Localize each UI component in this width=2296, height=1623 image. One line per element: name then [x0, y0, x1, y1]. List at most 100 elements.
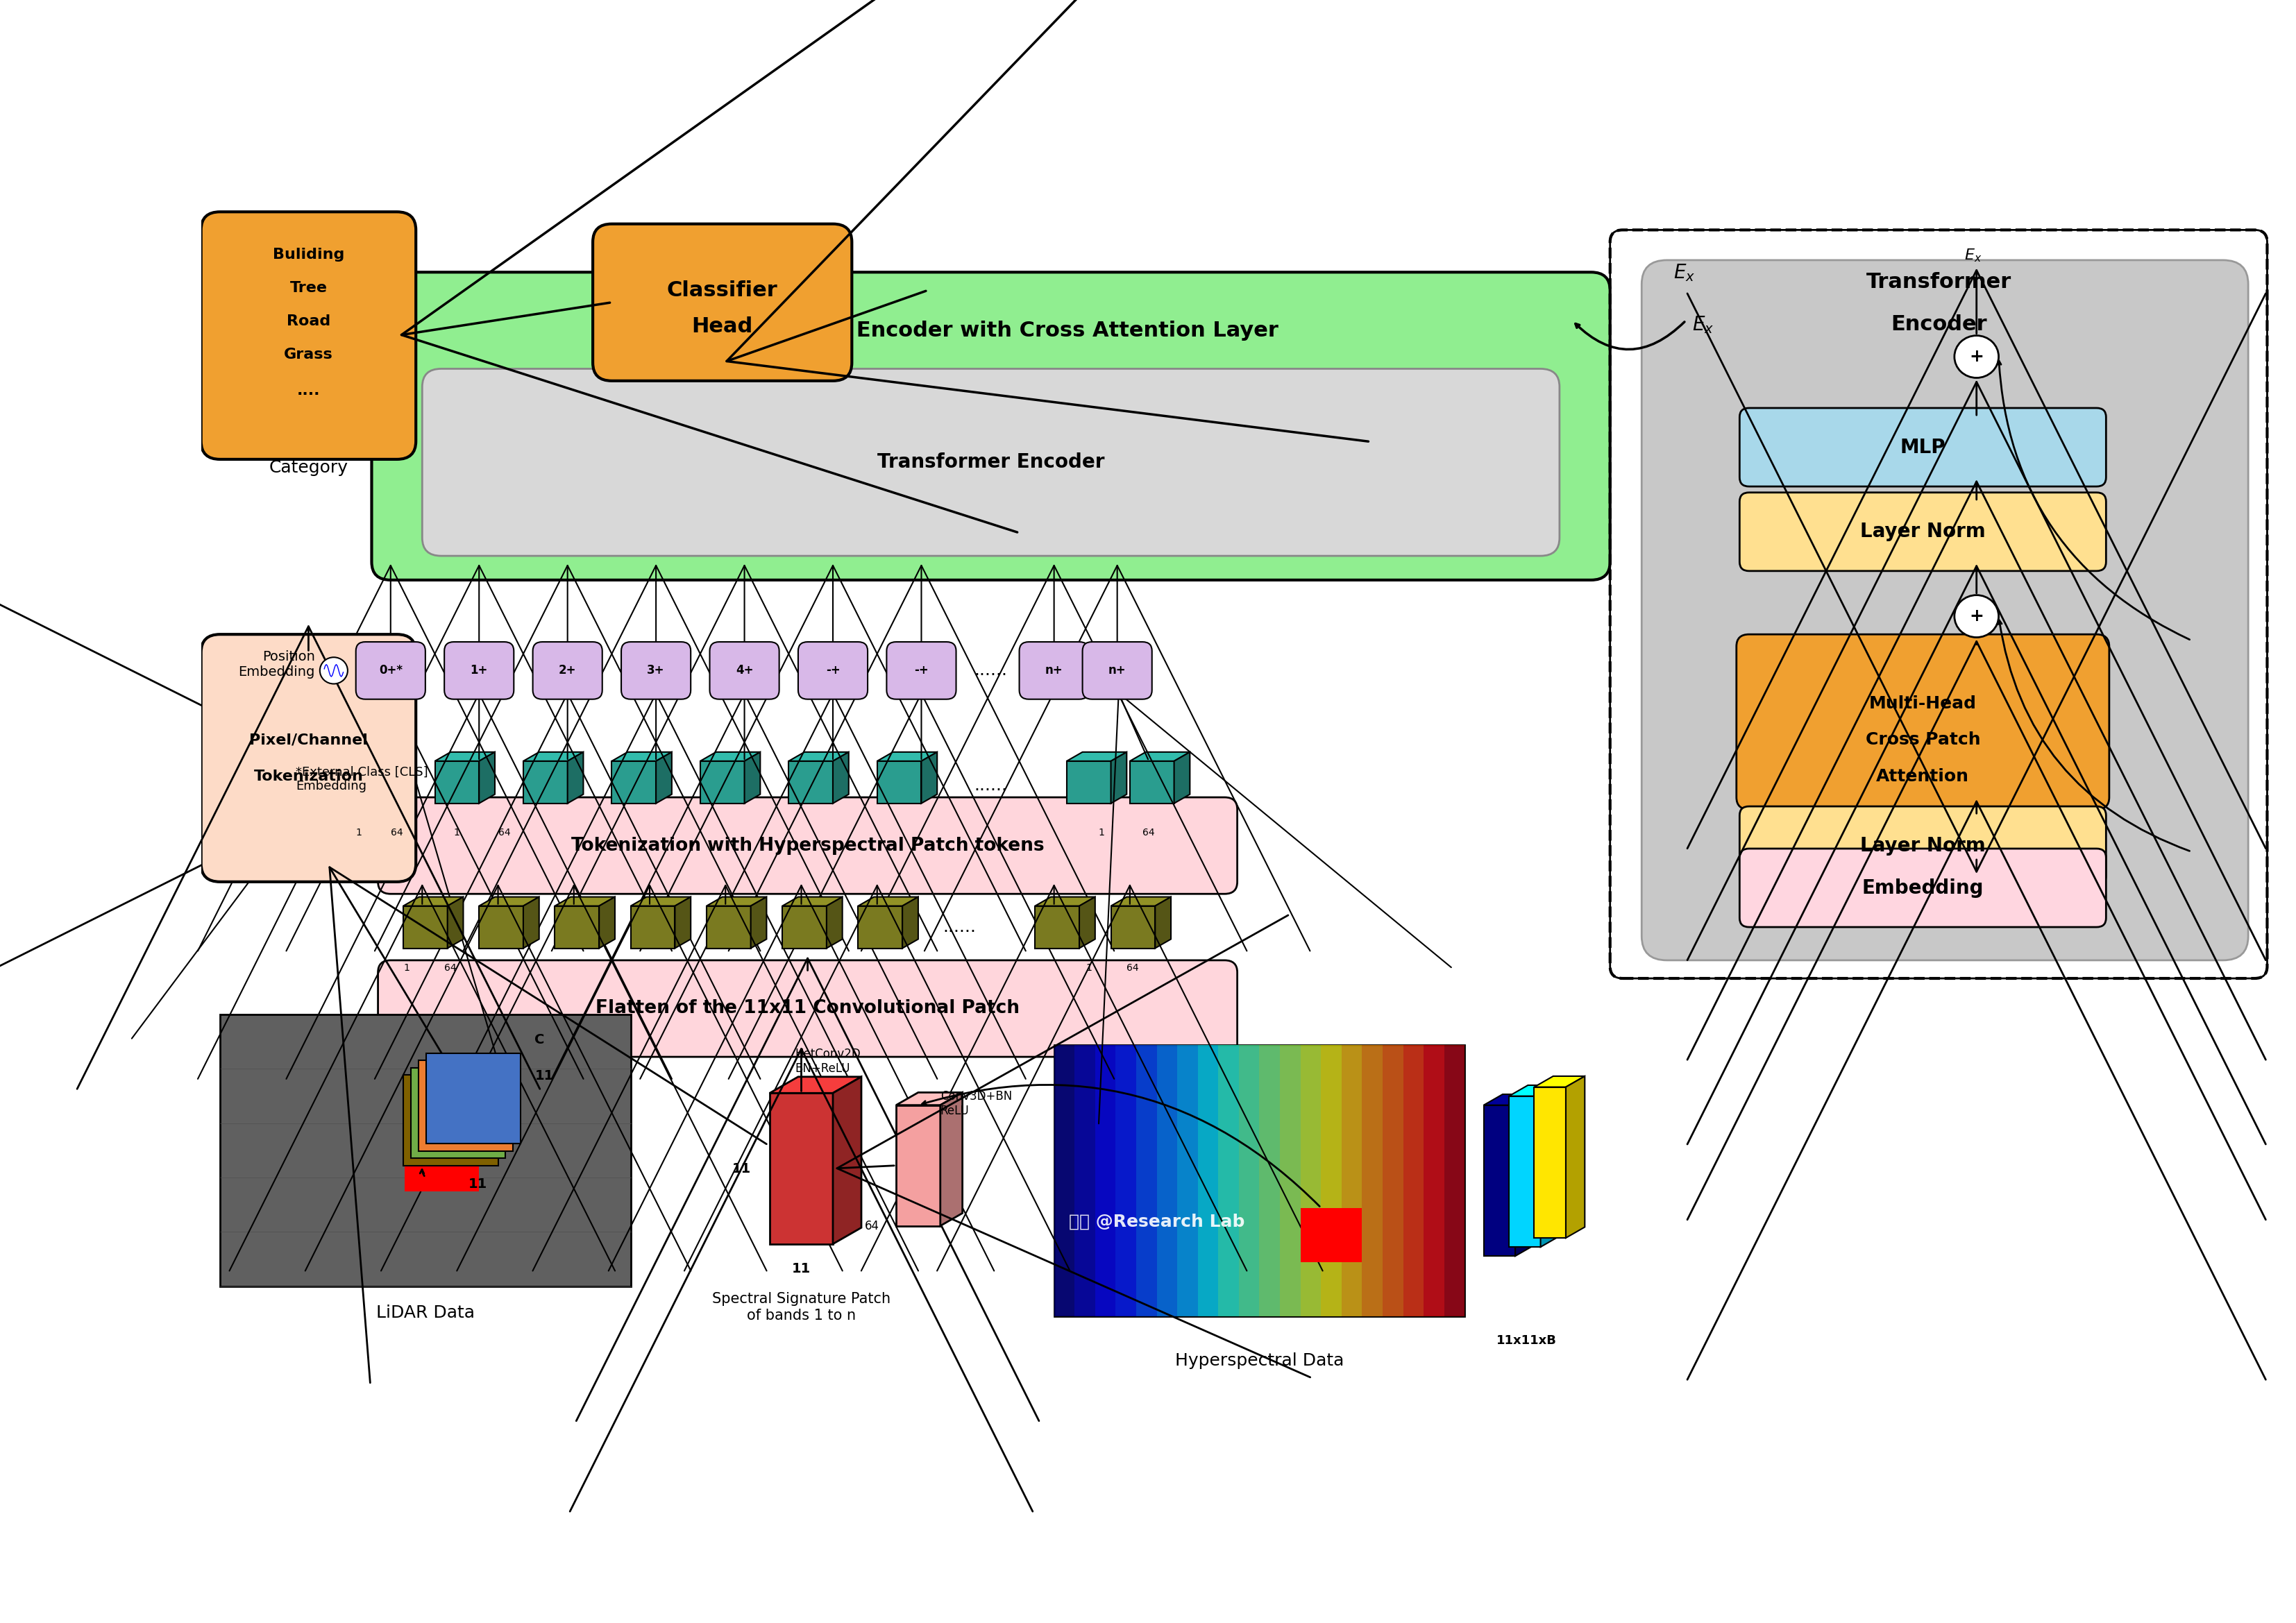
Polygon shape — [523, 761, 567, 803]
Text: -+: -+ — [914, 664, 928, 677]
Text: $E_x$: $E_x$ — [1692, 315, 1713, 334]
FancyBboxPatch shape — [1740, 849, 2105, 927]
Polygon shape — [480, 898, 540, 906]
FancyBboxPatch shape — [1320, 1045, 1341, 1316]
Text: Position
Embedding: Position Embedding — [239, 651, 315, 678]
Polygon shape — [859, 898, 918, 906]
Text: 2+: 2+ — [558, 664, 576, 677]
Polygon shape — [902, 898, 918, 948]
Polygon shape — [1508, 1086, 1559, 1096]
FancyBboxPatch shape — [422, 368, 1559, 555]
Text: Spectral Signature Patch
of bands 1 to n: Spectral Signature Patch of bands 1 to n — [712, 1292, 891, 1323]
Polygon shape — [434, 751, 496, 761]
Text: 64: 64 — [445, 964, 457, 974]
Polygon shape — [827, 898, 843, 948]
FancyBboxPatch shape — [1219, 1045, 1240, 1316]
Polygon shape — [877, 751, 937, 761]
FancyBboxPatch shape — [622, 641, 691, 700]
Text: Hyperspectral Data: Hyperspectral Data — [1176, 1352, 1343, 1370]
Polygon shape — [1111, 898, 1171, 906]
Text: 知乎 @Research Lab: 知乎 @Research Lab — [1068, 1212, 1244, 1230]
Text: 4+: 4+ — [735, 664, 753, 677]
FancyBboxPatch shape — [1736, 635, 2110, 810]
Polygon shape — [1566, 1076, 1584, 1238]
Text: Flatten of the 11x11 Convolutional Patch: Flatten of the 11x11 Convolutional Patch — [595, 1000, 1019, 1018]
FancyBboxPatch shape — [379, 961, 1238, 1057]
Polygon shape — [404, 898, 464, 906]
Circle shape — [1954, 596, 1998, 638]
Text: HetConv2D
BN+ReLU: HetConv2D BN+ReLU — [794, 1048, 861, 1074]
Polygon shape — [480, 751, 496, 803]
Polygon shape — [769, 1076, 861, 1092]
FancyBboxPatch shape — [1019, 641, 1088, 700]
FancyBboxPatch shape — [1609, 230, 2266, 979]
Polygon shape — [434, 761, 480, 803]
Polygon shape — [1508, 1096, 1541, 1246]
Text: Attention: Attention — [1876, 768, 1970, 784]
Polygon shape — [833, 751, 850, 803]
FancyBboxPatch shape — [379, 797, 1238, 894]
FancyBboxPatch shape — [418, 1060, 514, 1151]
Polygon shape — [788, 761, 833, 803]
Polygon shape — [1155, 898, 1171, 948]
Polygon shape — [769, 1092, 833, 1243]
FancyBboxPatch shape — [1300, 1045, 1320, 1316]
FancyBboxPatch shape — [372, 273, 1609, 579]
Text: ....: .... — [296, 385, 319, 398]
Text: 64: 64 — [1127, 964, 1139, 974]
Text: Multi-Head: Multi-Head — [1869, 695, 1977, 712]
Polygon shape — [599, 898, 615, 948]
Text: 11x11xB: 11x11xB — [1497, 1334, 1557, 1347]
Polygon shape — [707, 898, 767, 906]
FancyBboxPatch shape — [1178, 1045, 1199, 1316]
FancyBboxPatch shape — [1116, 1045, 1137, 1316]
Polygon shape — [1130, 751, 1189, 761]
Polygon shape — [859, 906, 902, 948]
Text: Transformer: Transformer — [1867, 273, 2011, 292]
Text: 11: 11 — [535, 1070, 553, 1083]
Polygon shape — [1068, 761, 1111, 803]
Text: -+: -+ — [827, 664, 840, 677]
Text: Road: Road — [287, 315, 331, 328]
Polygon shape — [751, 898, 767, 948]
FancyBboxPatch shape — [1341, 1045, 1362, 1316]
Polygon shape — [1068, 751, 1127, 761]
Polygon shape — [1534, 1087, 1566, 1238]
Text: n+: n+ — [1109, 664, 1125, 677]
Polygon shape — [1035, 898, 1095, 906]
Polygon shape — [1515, 1094, 1534, 1256]
FancyBboxPatch shape — [1382, 1045, 1403, 1316]
Polygon shape — [1111, 906, 1155, 948]
Text: $E_x$: $E_x$ — [1963, 248, 1981, 265]
Text: Buliding: Buliding — [273, 248, 344, 261]
Polygon shape — [358, 751, 413, 761]
Text: Category: Category — [269, 459, 349, 476]
Text: Pixel/Channel: Pixel/Channel — [250, 734, 367, 747]
Text: C: C — [535, 1034, 544, 1047]
Text: $E_x$: $E_x$ — [1674, 263, 1694, 282]
Text: Tokenization: Tokenization — [253, 769, 363, 784]
Text: Head: Head — [691, 316, 753, 336]
FancyBboxPatch shape — [799, 641, 868, 700]
Polygon shape — [523, 751, 583, 761]
Text: 64: 64 — [390, 828, 404, 837]
FancyBboxPatch shape — [404, 1074, 498, 1165]
Polygon shape — [1130, 761, 1173, 803]
FancyBboxPatch shape — [1081, 641, 1153, 700]
FancyBboxPatch shape — [1444, 1045, 1465, 1316]
FancyBboxPatch shape — [1740, 807, 2105, 885]
Polygon shape — [700, 751, 760, 761]
Text: Transformer Encoder with Cross Attention Layer: Transformer Encoder with Cross Attention… — [703, 320, 1279, 341]
Text: Tokenization with Hyperspectral Patch tokens: Tokenization with Hyperspectral Patch to… — [572, 836, 1045, 855]
Polygon shape — [895, 1092, 962, 1105]
Polygon shape — [611, 751, 673, 761]
Polygon shape — [631, 898, 691, 906]
Text: 11: 11 — [468, 1178, 487, 1191]
Polygon shape — [675, 898, 691, 948]
Polygon shape — [941, 1092, 962, 1225]
Text: MLP: MLP — [1901, 438, 1945, 458]
Polygon shape — [1173, 751, 1189, 803]
Text: +: + — [1970, 609, 1984, 625]
FancyBboxPatch shape — [1199, 1045, 1219, 1316]
Text: 11: 11 — [792, 1263, 810, 1276]
